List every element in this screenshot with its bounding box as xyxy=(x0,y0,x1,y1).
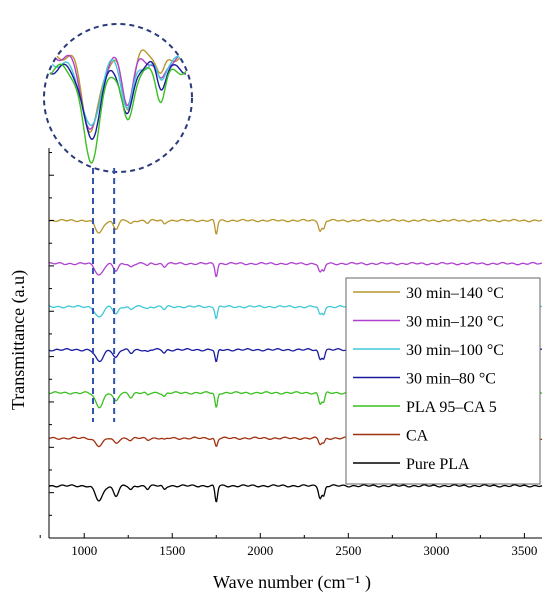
series-layer xyxy=(48,218,543,503)
x-tick-label-5: 3500 xyxy=(511,543,537,558)
legend-label-6: Pure PLA xyxy=(406,456,470,473)
x-tick-label-1: 1500 xyxy=(159,543,185,558)
series-line-0 xyxy=(48,218,543,235)
x-axis-label: Wave number (cm⁻¹ ) xyxy=(213,572,371,593)
legend-label-1: 30 min–120 °C xyxy=(406,314,504,331)
series-line-6 xyxy=(48,484,543,503)
inset-series-line-1 xyxy=(49,52,187,130)
inset-series-line-4 xyxy=(49,63,187,164)
series-line-1 xyxy=(48,261,543,278)
x-tick-label-0: 1000 xyxy=(71,543,97,558)
legend-items: 30 min–140 °C 30 min–120 °C 30 min–100 °C 3… xyxy=(353,285,504,473)
x-ticks: 1000 1500 2000 2500 3000 3500 xyxy=(39,533,537,558)
inset-series-line-2 xyxy=(49,55,187,127)
marker-lines xyxy=(92,168,116,422)
inset-circle xyxy=(43,23,193,173)
inset-layer xyxy=(43,23,193,173)
legend-label-3: 30 min–80 °C xyxy=(406,371,496,388)
x-tick-label-4: 3000 xyxy=(423,543,449,558)
legend-box xyxy=(345,277,541,485)
legend-label-2: 30 min–100 °C xyxy=(406,342,504,359)
x-tick-label-2: 2000 xyxy=(247,543,273,558)
y-ticks xyxy=(49,152,54,539)
y-axis-label: Transmittance (a.u) xyxy=(8,270,29,410)
legend: 30 min–140 °C 30 min–120 °C 30 min–100 °C 3… xyxy=(345,277,541,485)
legend-label-0: 30 min–140 °C xyxy=(406,285,504,302)
legend-label-5: CA xyxy=(406,428,429,445)
x-tick-label-3: 2500 xyxy=(335,543,361,558)
legend-label-4: PLA 95–CA 5 xyxy=(406,399,497,416)
